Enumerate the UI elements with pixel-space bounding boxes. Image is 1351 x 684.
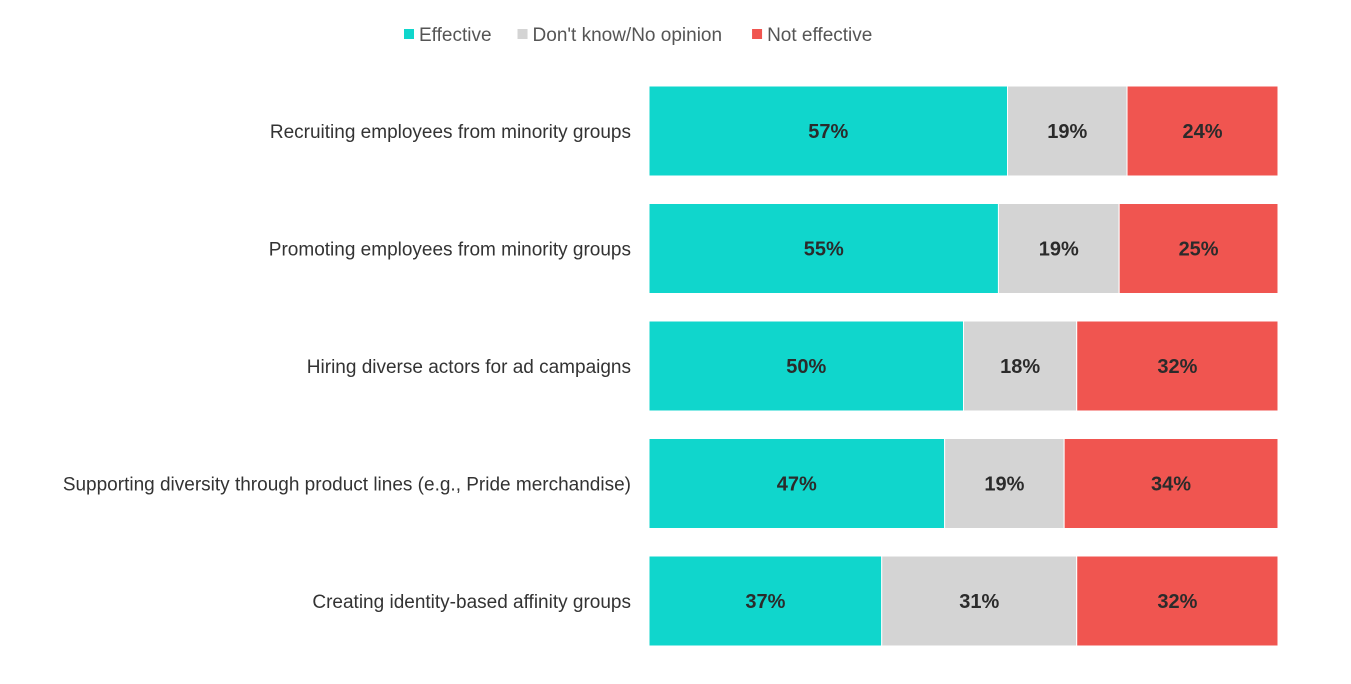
bar-segment xyxy=(1076,320,1279,412)
bar-segment xyxy=(997,203,1120,294)
category-label: Recruiting employees from minority group… xyxy=(270,122,631,143)
plot-area: Recruiting employees from minority group… xyxy=(63,85,1279,647)
data-label: 24% xyxy=(1183,121,1223,143)
data-label: 25% xyxy=(1179,239,1219,261)
bar-segment xyxy=(1063,438,1279,529)
data-label: 34% xyxy=(1151,474,1191,496)
legend-label: Not effective xyxy=(767,25,872,46)
bar-segment xyxy=(648,320,964,412)
legend-label: Don't know/No opinion xyxy=(533,25,723,46)
data-label: 18% xyxy=(1000,356,1040,378)
bar-segment xyxy=(648,85,1009,177)
category-label: Creating identity-based affinity groups xyxy=(312,592,631,613)
data-label: 32% xyxy=(1157,356,1197,378)
data-label: 32% xyxy=(1157,591,1197,613)
bar-segment xyxy=(881,555,1078,647)
bar-segment xyxy=(648,555,883,647)
legend-swatch xyxy=(404,29,414,39)
data-label: 19% xyxy=(1047,121,1087,143)
data-label: 57% xyxy=(808,121,848,143)
bar-segment xyxy=(648,203,999,294)
bar-row: Creating identity-based affinity groups 3… xyxy=(312,555,1279,647)
bar-row: Promoting employees from minority groups… xyxy=(269,203,1279,294)
bar-segment xyxy=(1118,203,1279,294)
legend-item: Don't know/No opinion xyxy=(517,25,723,46)
bar-segment xyxy=(648,438,946,529)
data-label: 19% xyxy=(1039,239,1079,261)
data-label: 55% xyxy=(804,239,844,261)
bar-row: Hiring diverse actors for ad campaigns 50… xyxy=(307,320,1279,412)
bar-segment xyxy=(1007,85,1128,177)
legend: Effective Don't know/No opinion Not effect… xyxy=(404,25,872,46)
category-label: Promoting employees from minority groups xyxy=(269,240,631,261)
bar-segment xyxy=(1076,555,1279,647)
data-label: 50% xyxy=(786,356,826,378)
bar-row: Supporting diversity through product lin… xyxy=(63,438,1279,529)
data-label: 31% xyxy=(959,591,999,613)
legend-item: Effective xyxy=(404,25,492,46)
data-label: 37% xyxy=(745,591,785,613)
legend-item: Not effective xyxy=(752,25,872,46)
category-label: Supporting diversity through product lin… xyxy=(63,475,631,496)
legend-swatch xyxy=(517,29,528,39)
bar-segment xyxy=(963,320,1078,412)
data-label: 19% xyxy=(984,474,1024,496)
bar-row: Recruiting employees from minority group… xyxy=(270,85,1279,177)
legend-label: Effective xyxy=(419,25,492,46)
data-label: 47% xyxy=(777,474,817,496)
bar-segment xyxy=(1126,85,1279,177)
legend-swatch xyxy=(752,29,763,39)
category-label: Hiring diverse actors for ad campaigns xyxy=(307,357,631,378)
